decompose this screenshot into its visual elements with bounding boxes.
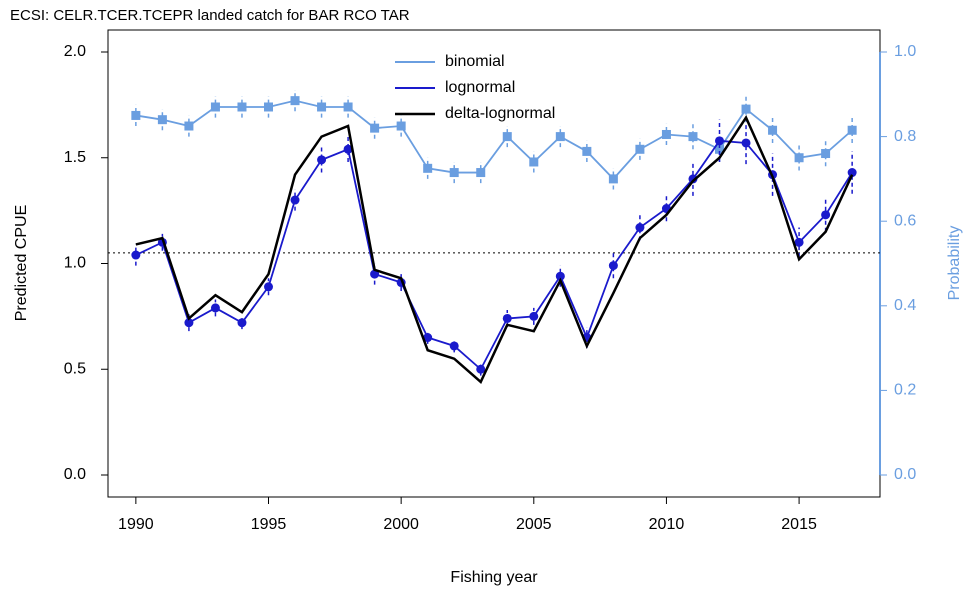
point [396, 121, 406, 131]
point [555, 271, 565, 281]
point [688, 174, 698, 184]
x-tick-label: 2000 [383, 516, 419, 533]
x-tick-label: 1995 [251, 516, 287, 533]
y2-tick-label: 0.2 [894, 382, 916, 399]
y2-tick-label: 0.8 [894, 128, 916, 145]
y-tick-label: 0.5 [64, 360, 86, 377]
y-tick-label: 1.5 [64, 149, 86, 166]
point [157, 115, 167, 125]
point [582, 146, 592, 156]
plot-frame [107, 29, 881, 498]
y-tick-label: 2.0 [64, 43, 86, 60]
point [529, 157, 539, 167]
point [661, 129, 671, 139]
point [264, 102, 274, 112]
point [210, 303, 220, 313]
point [714, 136, 724, 146]
point [264, 282, 274, 292]
x-tick-label: 1990 [118, 516, 154, 533]
point [768, 125, 778, 135]
series-line [135, 139, 853, 371]
series-line [135, 99, 853, 181]
point [290, 96, 300, 106]
point [131, 250, 141, 260]
y2-tick-label: 0.6 [894, 212, 916, 229]
point [502, 313, 512, 323]
y2-tick-label: 1.0 [894, 43, 916, 60]
point [847, 168, 857, 178]
point [502, 132, 512, 142]
point [741, 104, 751, 114]
legend-label: lognormal [445, 79, 515, 96]
point [794, 153, 804, 163]
point [370, 123, 380, 133]
point [449, 168, 459, 178]
y-tick-label: 1.0 [64, 255, 86, 272]
point [608, 174, 618, 184]
point [449, 341, 459, 351]
point [476, 364, 486, 374]
legend-label: binomial [445, 53, 505, 70]
legend-label: delta-lognormal [445, 105, 555, 122]
point [794, 237, 804, 247]
point [131, 110, 141, 120]
x-tick-label: 2015 [781, 516, 817, 533]
point [184, 121, 194, 131]
y-axis-label: Predicted CPUE [13, 205, 30, 322]
point [555, 132, 565, 142]
series-line [135, 114, 854, 384]
point [821, 149, 831, 159]
point [635, 223, 645, 233]
point [847, 125, 857, 135]
x-axis-label: Fishing year [450, 569, 538, 586]
point [237, 102, 247, 112]
point [237, 318, 247, 328]
point [635, 144, 645, 154]
point [821, 210, 831, 220]
point [476, 168, 486, 178]
x-tick-label: 2010 [649, 516, 685, 533]
point [608, 261, 618, 271]
point [423, 333, 433, 343]
point [290, 195, 300, 205]
point [423, 163, 433, 173]
y2-tick-label: 0.4 [894, 297, 916, 314]
y-tick-label: 0.0 [64, 466, 86, 483]
point [317, 102, 327, 112]
point [210, 102, 220, 112]
x-tick-label: 2005 [516, 516, 552, 533]
y2-axis-label: Probability [946, 226, 963, 301]
point [317, 155, 327, 165]
point [184, 318, 194, 328]
point [714, 144, 724, 154]
point [529, 311, 539, 321]
point [343, 144, 353, 154]
point [741, 138, 751, 148]
point [343, 102, 353, 112]
y2-tick-label: 0.0 [894, 466, 916, 483]
chart-title: ECSI: CELR.TCER.TCEPR landed catch for B… [10, 7, 410, 24]
point [688, 132, 698, 142]
